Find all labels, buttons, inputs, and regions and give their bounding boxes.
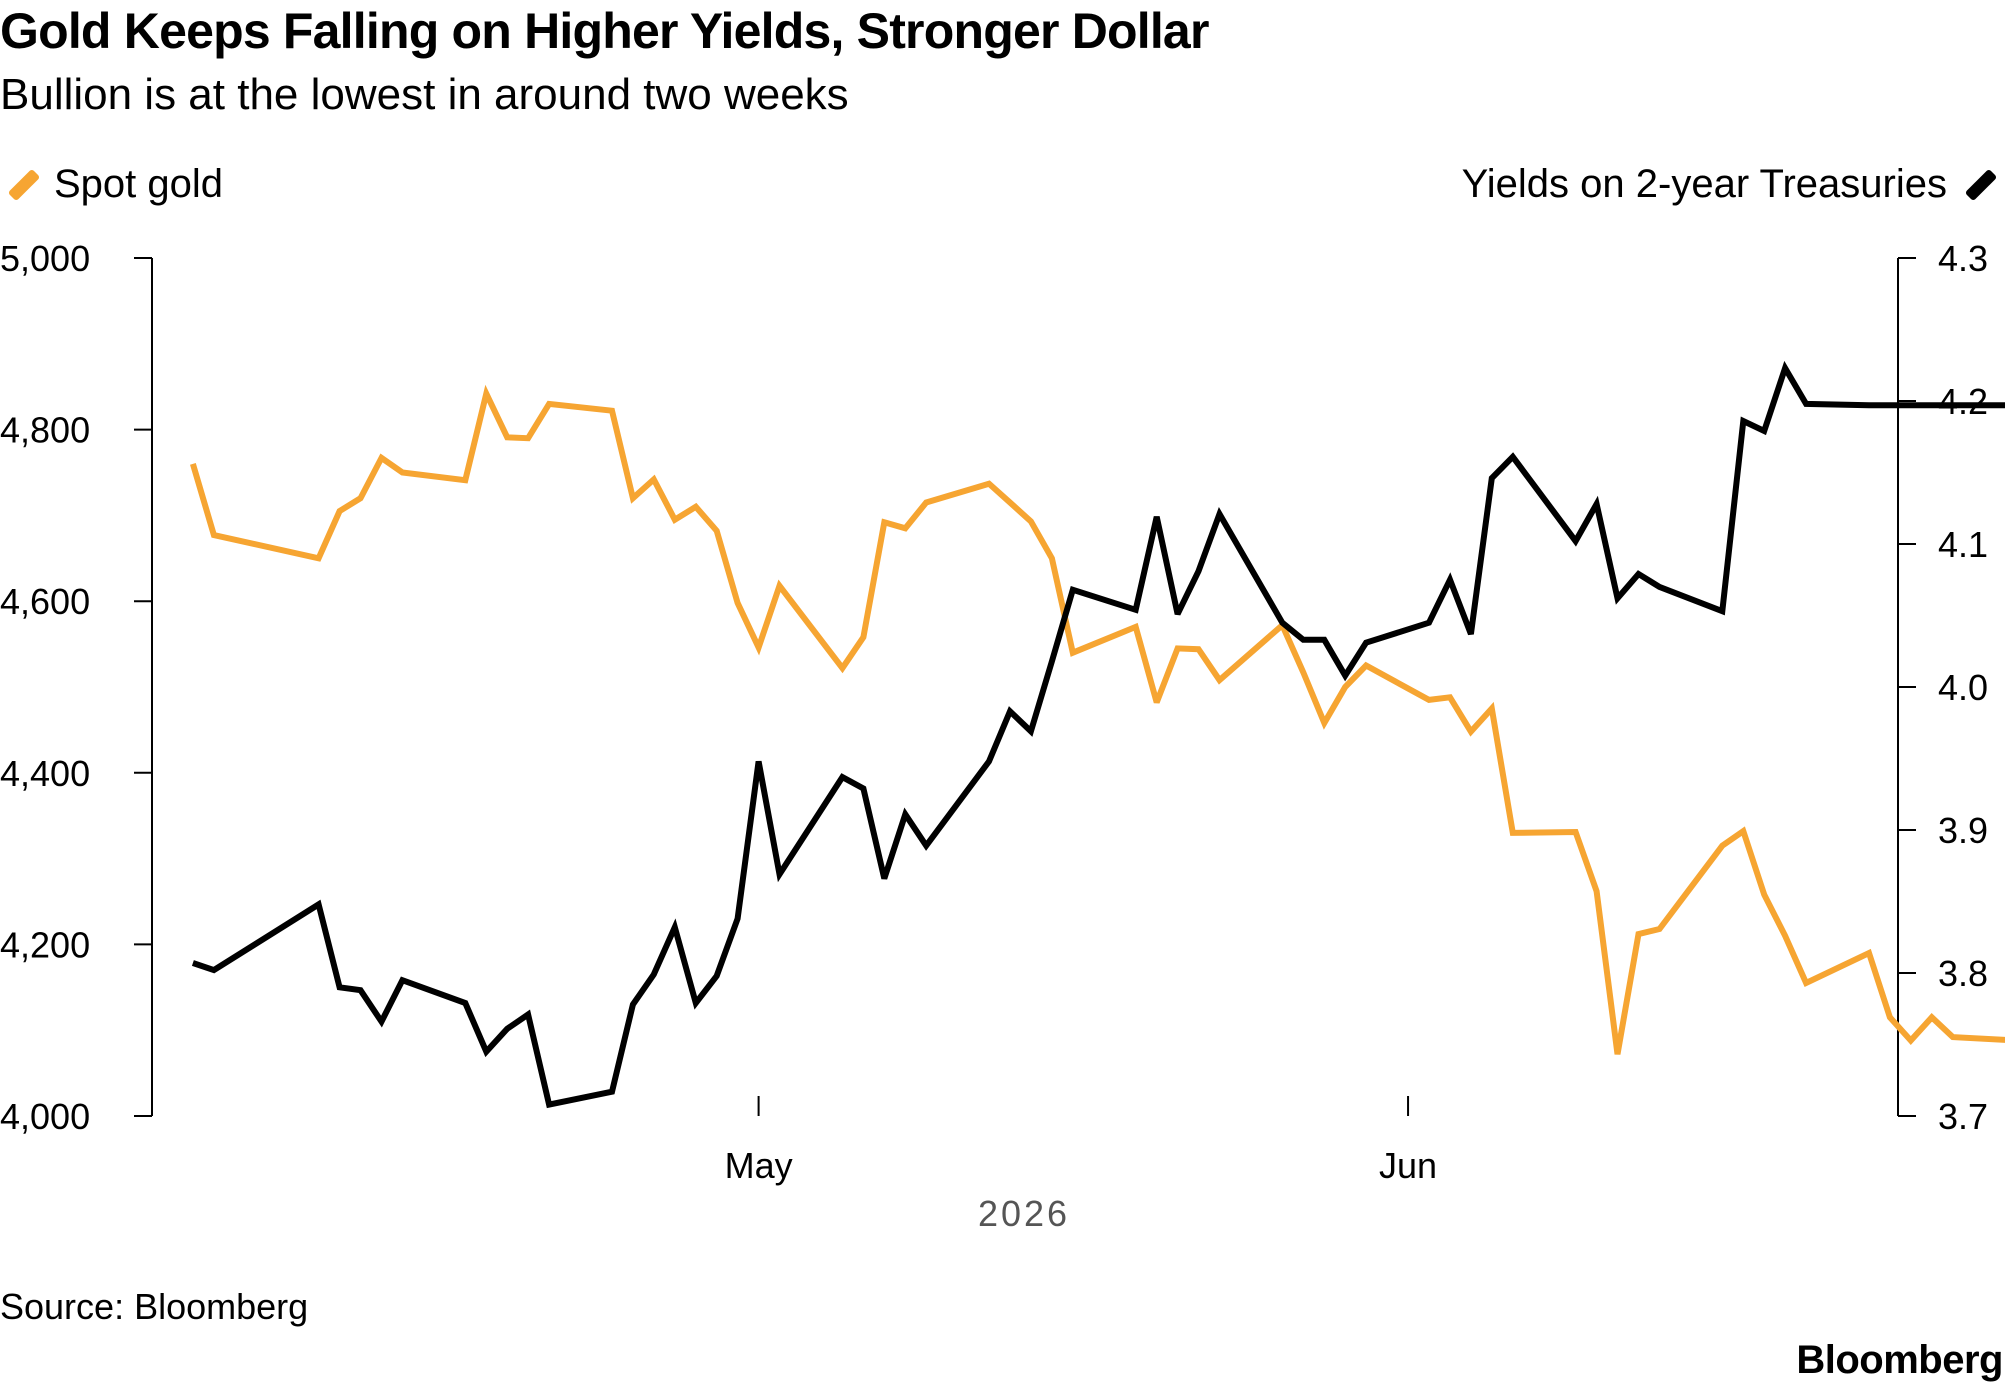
right-axis-tick-label: 4.1 <box>1938 524 1988 565</box>
chart-title: Gold Keeps Falling on Higher Yields, Str… <box>0 3 1209 59</box>
left-axis-tick-label: 4,400 <box>0 753 90 794</box>
source-note: Source: Bloomberg <box>0 1286 309 1327</box>
right-axis-tick-label: 4.2 <box>1938 381 1988 422</box>
legend-spot-gold: Spot gold <box>0 162 223 207</box>
bloomberg-logo: Bloomberg <box>1796 1338 2003 1382</box>
legend-treasury-yields-label: Yields on 2-year Treasuries <box>1461 162 1947 206</box>
line-chart: 4,000 4,200 4,400 4,600 4,800 5,000 3.7 3.8 3.9 4… <box>0 238 2005 1234</box>
gold-line-swatch-icon <box>7 168 41 201</box>
left-axis-tick-label: 4,600 <box>0 581 90 622</box>
legend-treasury-yields: Yields on 2-year Treasuries <box>1462 162 2005 207</box>
treasury-yield-line <box>191 360 2005 1109</box>
right-axis-tick-label: 4.0 <box>1938 667 1988 708</box>
yield-line-swatch-icon <box>1964 168 1998 201</box>
left-axis-tick-label: 4,200 <box>0 924 90 965</box>
x-axis-tick-label: Jun <box>1379 1145 1437 1186</box>
right-axis-tick-label: 3.8 <box>1938 953 1988 994</box>
left-axis-tick-label: 4,800 <box>0 410 90 451</box>
chart-series <box>190 360 2005 1109</box>
x-axis-year-label: 2026 <box>978 1193 1070 1234</box>
left-axis-tick-label: 4,000 <box>0 1096 90 1137</box>
left-axis-tick-label: 5,000 <box>0 238 90 279</box>
chart-subtitle: Bullion is at the lowest in around two w… <box>0 70 849 119</box>
x-axis-tick-label: May <box>725 1145 793 1186</box>
right-axis-tick-label: 3.9 <box>1938 810 1988 851</box>
spot-gold-line <box>190 384 2005 1055</box>
chart-axes: 4,000 4,200 4,400 4,600 4,800 5,000 3.7 3.8 3.9 4… <box>0 238 1988 1234</box>
right-axis-tick-label: 3.7 <box>1938 1096 1988 1137</box>
legend-spot-gold-label: Spot gold <box>54 162 224 206</box>
right-axis-tick-label: 4.3 <box>1938 238 1988 279</box>
